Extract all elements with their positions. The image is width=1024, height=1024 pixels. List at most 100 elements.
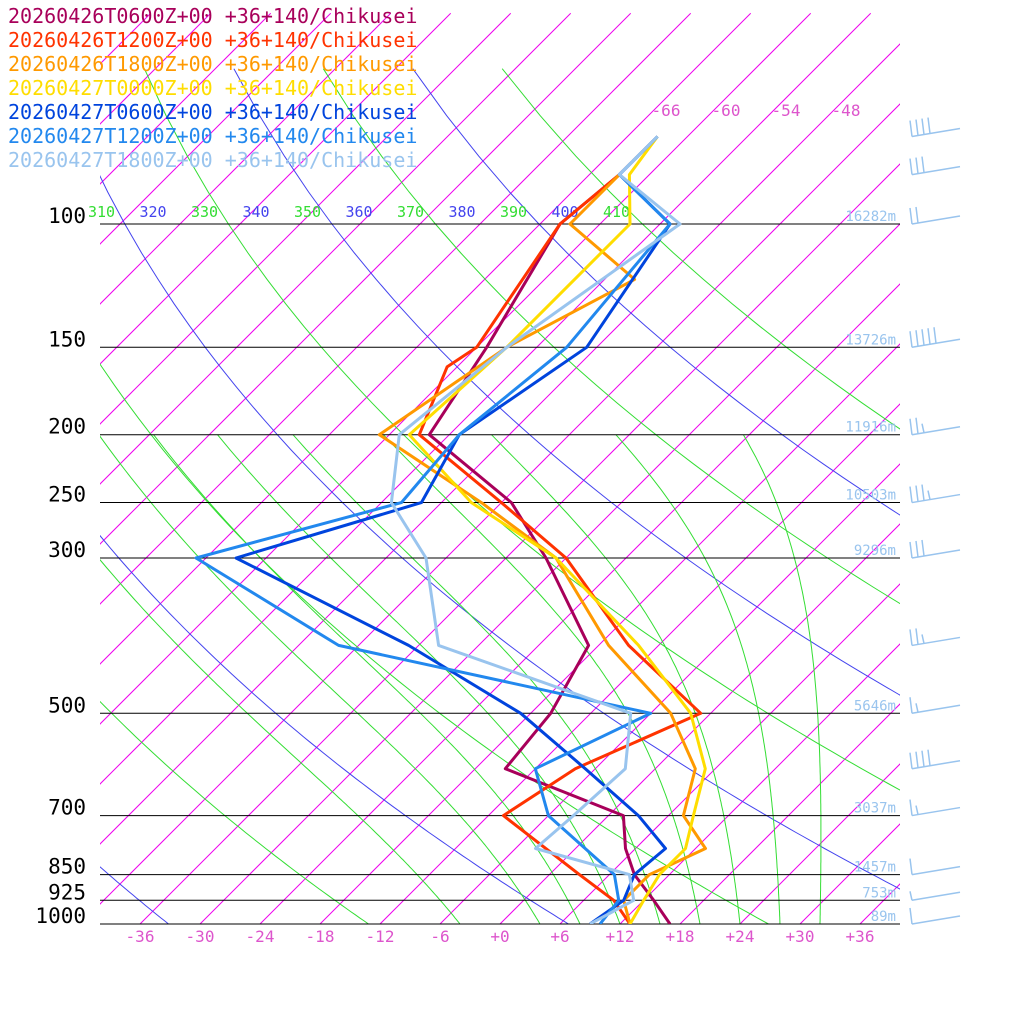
height-label: 1457m [854, 860, 896, 876]
temperature-label: -18 [306, 927, 335, 946]
height-label: 9296m [854, 543, 896, 559]
upper-temperature-label: -66 [652, 101, 681, 120]
dry-adiabat [100, 866, 170, 924]
wind-barb-flag [921, 484, 925, 501]
series-line [389, 135, 682, 924]
legend-item: 20260427T1800Z+00 +36+140/Chikusei [8, 148, 418, 172]
isotherm-line [100, 12, 512, 425]
moist-adiabat [615, 434, 781, 924]
theta-e-label: 320 [140, 203, 167, 221]
isotherm-line [920, 13, 1024, 924]
theta-e-label: 350 [294, 203, 321, 221]
wind-barb-flag [921, 423, 925, 433]
moist-adiabat [383, 434, 701, 924]
legend-item: 20260426T0600Z+00 +36+140/Chikusei [8, 4, 418, 28]
dry-adiabat [412, 68, 900, 516]
wind-barb-flag [915, 805, 919, 815]
dry-adiabat [100, 175, 900, 890]
dry-adiabat [322, 68, 900, 605]
wind-barb-flag [915, 485, 919, 502]
wind-barb-flag [921, 750, 925, 767]
theta-e-label: 380 [449, 203, 476, 221]
height-label: 13726m [845, 332, 896, 348]
theta-e-label: 310 [88, 203, 115, 221]
isotherm-line [980, 13, 1024, 924]
wind-barb [909, 799, 961, 817]
wind-barb-flag [921, 329, 925, 346]
dry-adiabat [100, 700, 370, 924]
isotherm-line [799, 823, 900, 924]
wind-barb-staff [911, 806, 961, 817]
series-line [417, 135, 703, 924]
theta-e-label: 340 [243, 203, 270, 221]
isotherm-line [100, 12, 812, 725]
wind-barb-flag [915, 206, 919, 224]
wind-barb [909, 697, 961, 715]
isotherm-line [259, 283, 900, 924]
legend: 20260426T0600Z+00 +36+140/Chikusei 20260… [8, 4, 417, 172]
dry-adiabat [233, 68, 900, 696]
wind-barb-staff [911, 493, 961, 504]
pressure-label: 150 [48, 327, 86, 351]
wind-barb-staff [911, 127, 961, 138]
height-label: 753m [862, 885, 896, 901]
height-label: 5646m [854, 698, 896, 714]
isotherm-line [100, 12, 452, 365]
moist-adiabat [491, 434, 741, 924]
isotherm-line [100, 103, 900, 905]
height-label: 16282m [845, 209, 896, 225]
isotherm-line [100, 12, 332, 245]
wind-barb [909, 858, 961, 876]
pressure-label: 925 [48, 880, 86, 904]
wind-barb-staff [911, 704, 961, 715]
dry-adiabat [100, 534, 570, 924]
wind-barb-staff [911, 549, 961, 559]
theta-e-label: 400 [552, 203, 579, 221]
isotherm-line [100, 12, 872, 785]
wind-barbs [909, 117, 961, 925]
legend-item: 20260427T0600Z+00 +36+140/Chikusei [8, 100, 418, 124]
wind-barb-flag [915, 751, 919, 768]
wind-barb [909, 539, 961, 559]
pressure-label: 500 [48, 693, 86, 717]
pressure-label: 250 [48, 483, 86, 507]
temperature-label: -30 [186, 927, 215, 946]
wind-barb-flag [909, 858, 913, 875]
isotherm-line [100, 12, 272, 185]
pressure-label: 200 [48, 415, 86, 439]
theta-e-label: 410 [603, 203, 630, 221]
wind-barb-flag [915, 330, 919, 347]
wind-barb-flag [927, 749, 931, 766]
isotherm-line [319, 343, 900, 924]
wind-barb [909, 417, 961, 436]
wind-barb-flag [909, 752, 913, 769]
temperature-label: +18 [666, 927, 695, 946]
isotherm-line [619, 643, 900, 924]
legend-item: 20260426T1200Z+00 +36+140/Chikusei [8, 28, 418, 52]
isotherm-line [439, 463, 900, 924]
series-line [427, 135, 672, 924]
wind-barb-staff [911, 891, 961, 902]
wind-barb-staff [911, 915, 961, 925]
series-line [407, 135, 707, 924]
isotherm-line [679, 703, 900, 924]
wind-barb-staff [911, 865, 961, 876]
temperature-label: +36 [846, 927, 875, 946]
wind-barb-flag [927, 490, 931, 500]
legend-item: 20260426T1800Z+00 +36+140/Chikusei [8, 52, 418, 76]
isotherm-grid [100, 12, 1024, 924]
temperature-label: +6 [550, 927, 569, 946]
wind-barb-flag [915, 703, 919, 713]
wind-barb [909, 907, 961, 925]
moist-adiabat [292, 434, 661, 924]
wind-barb-flag [909, 541, 913, 559]
wind-barb-flag [909, 799, 913, 816]
wind-barb-staff [911, 759, 961, 770]
isotherm-line [139, 163, 900, 924]
wind-barb [909, 628, 961, 647]
moist-adiabat [100, 559, 461, 924]
wind-barb-flag [921, 634, 925, 644]
isotherm-line [100, 12, 632, 545]
wind-barb-flag [909, 158, 913, 175]
temperature-label: +30 [786, 927, 815, 946]
